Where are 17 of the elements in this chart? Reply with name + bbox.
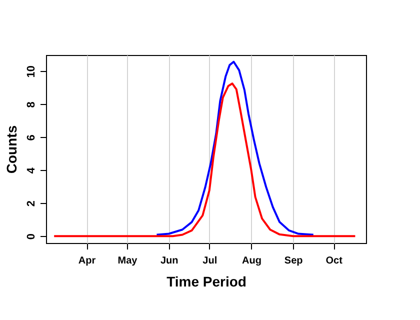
y-tick-label: 6 (26, 134, 38, 141)
x-axis-title: Time Period (166, 274, 246, 290)
x-tick-label: Sep (284, 256, 303, 266)
x-tick-label: May (118, 256, 138, 266)
x-tick-label: Apr (78, 256, 96, 266)
x-tick-label: Oct (326, 256, 344, 266)
y-tick-label: 2 (26, 200, 38, 207)
x-tick-label: Jul (202, 256, 218, 266)
y-axis-title: Counts (4, 125, 20, 174)
y-tick-label: 10 (26, 66, 38, 78)
y-tick-label: 0 (26, 234, 38, 240)
x-tick-label: Aug (242, 256, 262, 266)
line-series (156, 60, 314, 236)
line-series (53, 82, 356, 238)
y-tick-label: 8 (26, 102, 38, 108)
y-tick-label: 4 (26, 166, 38, 174)
x-tick-label: Jun (160, 256, 178, 266)
